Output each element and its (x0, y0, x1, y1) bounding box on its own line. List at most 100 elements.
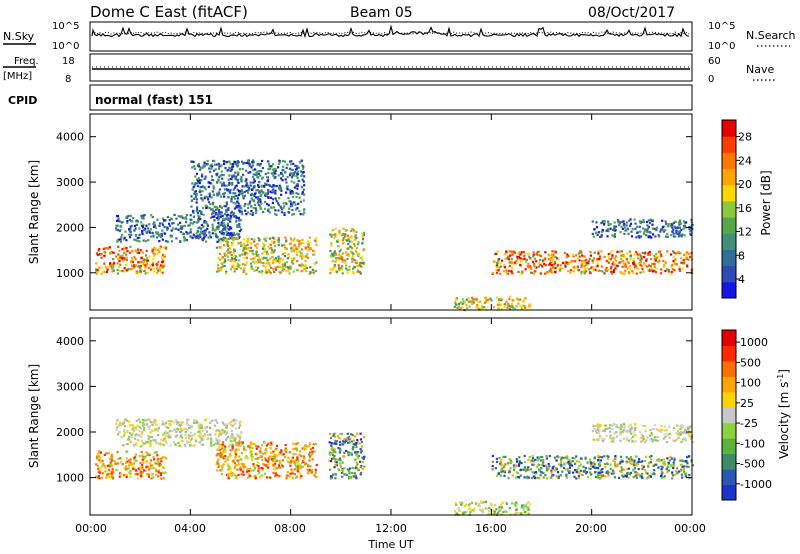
echo-cell (354, 458, 357, 461)
echo-cell (135, 223, 138, 226)
echo-cell (257, 261, 260, 264)
echo-cell (552, 253, 555, 257)
echo-cell (520, 506, 523, 509)
echo-cell (356, 457, 359, 460)
echo-cell (196, 221, 199, 224)
echo-cell (597, 456, 600, 459)
echo-cell (160, 232, 163, 235)
echo-cell (282, 453, 285, 456)
echo-cell (97, 475, 100, 478)
echo-cell (575, 460, 578, 463)
echo-cell (354, 238, 357, 241)
echo-cell (289, 464, 292, 467)
echo-cell (217, 215, 220, 218)
echo-cell (278, 462, 282, 465)
echo-cell (653, 269, 656, 272)
echo-cell (205, 205, 209, 208)
colorbar-swatch (722, 360, 736, 377)
echo-cell (573, 475, 576, 478)
echo-cell (217, 256, 220, 259)
echo-cell (363, 465, 366, 468)
echo-cell (557, 258, 560, 261)
echo-cell (603, 455, 606, 458)
echo-cell (130, 463, 133, 466)
echo-cell (516, 255, 519, 258)
echo-cell (298, 243, 301, 246)
echo-cell (295, 268, 299, 271)
echo-cell (259, 191, 262, 194)
echo-cell (271, 201, 274, 204)
echo-cell (277, 166, 280, 169)
echo-cell (621, 430, 624, 434)
echo-cell (302, 171, 305, 174)
echo-cell (522, 300, 525, 303)
echo-cell (468, 507, 471, 510)
echo-cell (510, 461, 513, 464)
echo-cell (684, 226, 687, 229)
echo-cell (655, 229, 658, 232)
echo-cell (210, 213, 214, 216)
echo-cell (171, 420, 174, 423)
echo-cell (612, 437, 616, 440)
echo-cell (232, 195, 235, 199)
echo-cell (152, 254, 155, 257)
echo-cell (215, 246, 218, 249)
echo-cell (345, 473, 348, 476)
echo-cell (672, 235, 675, 238)
echo-cell (234, 437, 237, 440)
echo-cell (495, 296, 498, 299)
colorbar-swatch (722, 469, 736, 486)
echo-cell (137, 418, 140, 421)
echo-cell (541, 463, 544, 466)
echo-cell (105, 452, 108, 455)
echo-cell (674, 473, 677, 476)
echo-cell (138, 227, 141, 230)
echo-cell (660, 428, 663, 431)
echo-cell (353, 258, 356, 261)
echo-cell (295, 184, 298, 187)
echo-cell (216, 180, 219, 184)
echo-cell (568, 462, 571, 465)
echo-cell (500, 470, 503, 473)
echo-cell (299, 253, 302, 256)
echo-cell (622, 423, 625, 426)
echo-cell (220, 232, 223, 235)
echo-cell (495, 474, 499, 477)
echo-cell (338, 457, 342, 460)
echo-cell (347, 238, 350, 241)
echo-cell (212, 179, 215, 182)
echo-cell (597, 454, 600, 458)
echo-cell (222, 222, 225, 225)
echo-cell (224, 253, 227, 257)
echo-cell (526, 252, 529, 255)
echo-cell (104, 470, 107, 473)
echo-cell (247, 239, 250, 242)
echo-cell (267, 190, 270, 193)
echo-cell (99, 451, 102, 454)
echo-cell (259, 476, 262, 479)
echo-cell (631, 427, 634, 430)
echo-cell (279, 271, 282, 274)
echo-cell (161, 456, 165, 459)
echo-cell (116, 214, 120, 218)
echo-cell (158, 268, 161, 272)
freq-panel: Freq. [MHz] 18 8 60 0 Nave (3, 53, 775, 85)
echo-cell (251, 455, 254, 459)
echo-cell (292, 213, 296, 216)
echo-cell (169, 217, 172, 220)
echo-cell (251, 252, 254, 255)
echo-cell (685, 432, 688, 435)
echo-cell (345, 267, 348, 270)
echo-cell (591, 430, 594, 433)
echo-cell (274, 212, 277, 216)
echo-cell (569, 470, 572, 473)
echo-cell (203, 186, 206, 189)
echo-cell (95, 272, 98, 275)
echo-cell (211, 223, 214, 226)
echo-cell (584, 270, 587, 273)
echo-cell (516, 472, 520, 475)
y-tick-label: 2000 (56, 426, 84, 439)
echo-cell (302, 269, 305, 272)
echo-cell (339, 443, 342, 446)
